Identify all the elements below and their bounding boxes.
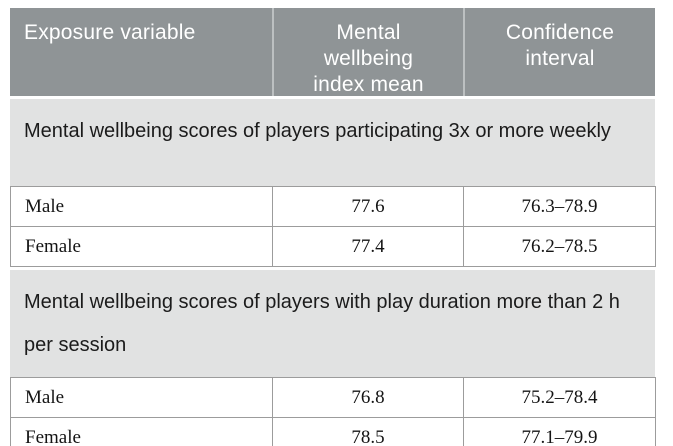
cell-ci: 75.2–78.4 — [463, 377, 656, 418]
table-row: Male 77.6 76.3–78.9 — [10, 186, 656, 227]
table-row: Female 78.5 77.1–79.9 — [10, 417, 656, 446]
cell-exposure: Male — [10, 377, 273, 418]
cell-exposure: Female — [10, 417, 273, 446]
cell-ci: 76.3–78.9 — [463, 186, 656, 227]
column-header-wellbeing-mean: Mental wellbeing index mean — [272, 8, 463, 96]
table-row: Male 76.8 75.2–78.4 — [10, 377, 656, 418]
cell-ci: 77.1–79.9 — [463, 417, 656, 446]
stats-table: Exposure variable Mental wellbeing index… — [10, 8, 656, 446]
column-header-confidence-interval: Confidence interval — [463, 8, 655, 96]
cell-mean: 78.5 — [272, 417, 464, 446]
cell-mean: 77.4 — [272, 226, 464, 267]
section-title-participation: Mental wellbeing scores of players parti… — [10, 99, 655, 186]
column-header-label: Exposure variable — [24, 21, 196, 44]
data-table-play-duration: Male 76.8 75.2–78.4 Female 78.5 77.1–79.… — [10, 377, 656, 446]
cell-mean: 76.8 — [272, 377, 464, 418]
table-header-row: Exposure variable Mental wellbeing index… — [10, 8, 655, 96]
cell-mean: 77.6 — [272, 186, 464, 227]
section-title-text: Mental wellbeing scores of players with … — [24, 291, 620, 356]
column-header-label: Confidence interval — [505, 21, 615, 70]
column-header-label: Mental wellbeing index mean — [313, 21, 424, 96]
cell-ci: 76.2–78.5 — [463, 226, 656, 267]
column-header-exposure-variable: Exposure variable — [10, 8, 272, 96]
section-title-play-duration: Mental wellbeing scores of players with … — [10, 270, 655, 377]
cell-exposure: Female — [10, 226, 273, 267]
section-title-text: Mental wellbeing scores of players parti… — [24, 120, 611, 142]
cell-exposure: Male — [10, 186, 273, 227]
data-table-participation: Male 77.6 76.3–78.9 Female 77.4 76.2–78.… — [10, 186, 656, 267]
table-row: Female 77.4 76.2–78.5 — [10, 226, 656, 267]
